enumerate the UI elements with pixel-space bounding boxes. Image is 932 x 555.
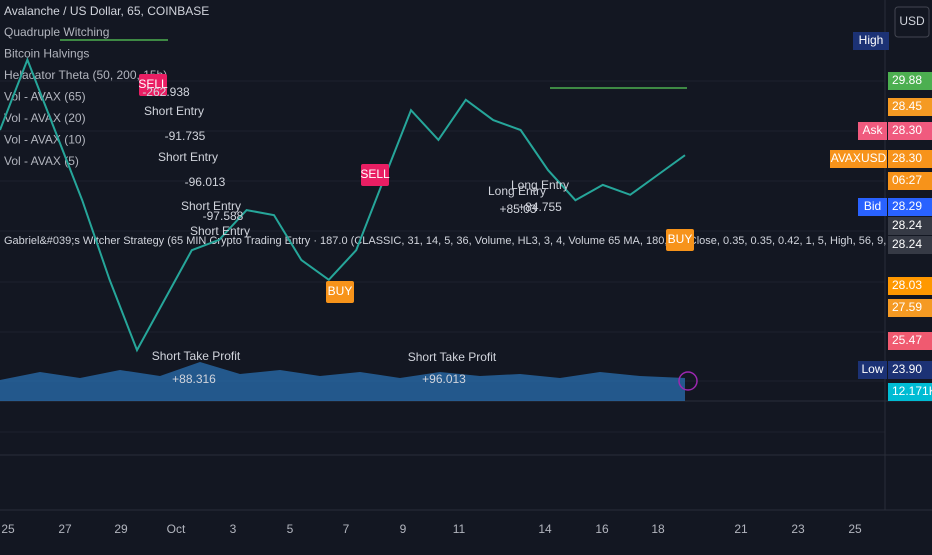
price-tag-value: 23.90 (892, 362, 922, 376)
indicator-legend: Bitcoin Halvings (4, 47, 89, 61)
indicator-legend: Vol - AVAX (20) (4, 111, 86, 125)
price-tag-label: Bid (864, 199, 881, 213)
price-tag-value: 28.45 (892, 99, 922, 113)
time-label: 25 (848, 522, 862, 536)
time-label: 23 (791, 522, 805, 536)
volume-area (0, 362, 685, 401)
trade-note: Short Take Profit (152, 349, 241, 363)
time-label: 7 (343, 522, 350, 536)
time-label: 27 (58, 522, 72, 536)
price-tag (888, 172, 932, 190)
price-tag (888, 150, 932, 168)
price-tag-side (858, 122, 887, 140)
trade-note: Short Take Profit (408, 350, 497, 364)
indicator-legend: Vol - AVAX (10) (4, 133, 86, 147)
signal-badge (139, 74, 167, 96)
price-tag-side (853, 32, 889, 50)
time-label: 16 (595, 522, 609, 536)
trade-note: -262.938 (142, 85, 190, 99)
trade-note: Short Entry (181, 199, 241, 213)
time-label: 29 (114, 522, 128, 536)
price-tag (888, 198, 932, 216)
price-tag (888, 299, 932, 317)
indicator-legend: Vol - AVAX (5) (4, 154, 79, 168)
price-tag-side (830, 150, 887, 168)
trade-note: -91.735 (165, 129, 206, 143)
price-tag (888, 277, 932, 295)
price-tag (888, 383, 932, 401)
trade-note: +96.013 (422, 372, 466, 386)
price-tag (888, 72, 932, 90)
indicator-legend: Quadruple Witching (4, 25, 109, 39)
time-label: 11 (453, 522, 466, 536)
price-tag-value: 28.24 (892, 237, 922, 251)
time-label: 25 (1, 522, 15, 536)
trade-note: +85.03 (499, 202, 536, 216)
indicator-legend: Helacator Theta (50, 200, 15b) (4, 68, 167, 82)
price-tag-label: Low (861, 362, 883, 376)
price-tag (888, 217, 932, 235)
price-tag-value: 28.24 (892, 218, 922, 232)
price-tag-value: 25.47 (892, 333, 922, 347)
price-tag-side (858, 361, 887, 379)
price-tag-value: 28.30 (892, 123, 922, 137)
trade-note: -97.588 (203, 209, 244, 223)
price-tag (888, 332, 932, 350)
signal-label: SELL (138, 77, 168, 91)
currency: USD (899, 14, 925, 28)
price-tag-value: 06:27 (892, 173, 922, 187)
trade-note: Long Entry (488, 184, 546, 198)
signal-label: SELL (360, 167, 390, 181)
price-tag (888, 236, 932, 254)
alert-icon[interactable] (678, 371, 698, 391)
trade-note: +84.755 (518, 200, 562, 214)
time-label: 14 (538, 522, 552, 536)
strategy-legend: Gabriel&#039;s Witcher Strategy (65 MIN … (4, 235, 932, 247)
signal-badge (326, 281, 354, 303)
trade-note: Short Entry (144, 104, 204, 118)
price-tag (888, 98, 932, 116)
price-tag-value: 29.88 (892, 73, 922, 87)
price-tag-value: 28.30 (892, 151, 922, 165)
price-tag-label: AVAXUSD (831, 151, 887, 165)
trade-note: Short Entry (190, 224, 250, 238)
signal-badge (666, 229, 694, 251)
trade-note: -96.013 (185, 175, 226, 189)
trade-note: Long Entry (511, 178, 569, 192)
time-label: 18 (651, 522, 665, 536)
symbol-title: Avalanche / US Dollar, 65, COINBASE (4, 4, 209, 18)
price-tag-label: Ask (862, 123, 883, 137)
price-tag (888, 361, 932, 379)
time-label: 9 (400, 522, 407, 536)
trade-note: +88.316 (172, 372, 216, 386)
price-tag-value: 27.59 (892, 300, 922, 314)
signal-badge (361, 164, 389, 186)
time-label: 5 (287, 522, 294, 536)
time-label: 3 (230, 522, 237, 536)
indicator-legend: Vol - AVAX (65) (4, 90, 86, 104)
price-tag-value: 28.03 (892, 278, 922, 292)
time-label: Oct (167, 522, 186, 536)
time-label: 21 (734, 522, 748, 536)
price-tag-value: 28.29 (892, 199, 922, 213)
price-tag (888, 122, 932, 140)
currency-button[interactable] (894, 6, 930, 38)
price-tag-side (858, 198, 887, 216)
price-tag-label: High (859, 33, 884, 47)
price-tag-value: 12.171K (892, 384, 932, 398)
price-line (0, 57, 686, 353)
signal-label: BUY (668, 232, 693, 246)
trade-note: Short Entry (158, 150, 218, 164)
signal-label: BUY (328, 284, 353, 298)
